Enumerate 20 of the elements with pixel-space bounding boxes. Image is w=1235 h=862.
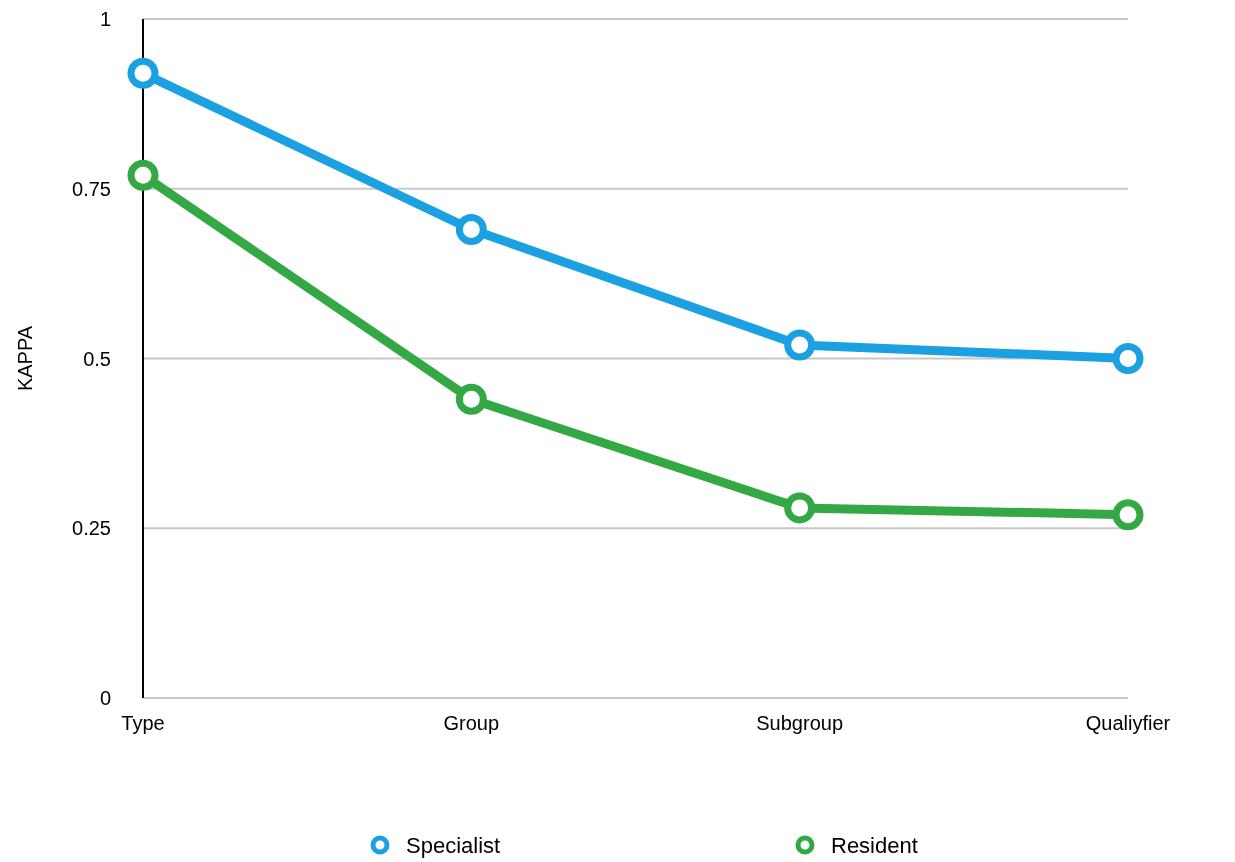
x-tick-label: Subgroup [756, 712, 844, 734]
point [1112, 343, 1144, 374]
point [127, 159, 159, 191]
point [784, 329, 816, 361]
y-tick-label: 0 [99, 687, 111, 709]
y-tick-label: 1 [99, 8, 111, 30]
y-axis-title: KAPPA [14, 325, 36, 392]
point [455, 213, 487, 245]
legend-label: Specialist [406, 832, 501, 858]
x-tick-label: Group [443, 712, 500, 734]
x-tick-label: Type [121, 712, 165, 734]
y-tick-label: 0.75 [72, 177, 111, 200]
point [784, 492, 816, 524]
point [455, 383, 487, 415]
point [1112, 499, 1144, 531]
y-tick-label: 0.25 [72, 517, 111, 540]
x-tick-label: Qualiyfier [1085, 712, 1171, 734]
y-tick-label: 0.5 [83, 347, 111, 370]
point [127, 57, 159, 89]
legend-label: Resident [831, 832, 918, 858]
